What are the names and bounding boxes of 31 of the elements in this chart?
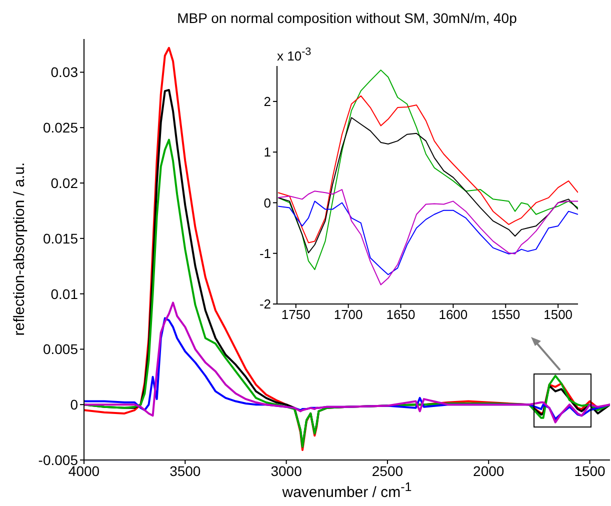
y-tick-label: 0.015 <box>42 230 78 246</box>
y-tick-label: 0.025 <box>42 120 78 136</box>
y-tick-label: 0.02 <box>50 174 78 191</box>
line-series <box>278 95 578 244</box>
x-tick-label: 2500 <box>372 462 404 479</box>
y-tick-label: -1 <box>259 246 271 261</box>
line-series <box>278 189 578 286</box>
line-series <box>278 70 578 270</box>
x-tick-label: 1700 <box>334 307 363 322</box>
y-tick-label: 0.005 <box>42 341 78 358</box>
x-tick-label: 1500 <box>544 307 573 322</box>
x-tick-label: 1750 <box>281 307 310 322</box>
x-tick-label: 3500 <box>170 462 201 479</box>
annotation: x 10$^{-3}$ <box>277 46 312 64</box>
chart-title: MBP on normal composition without SM, 30mN/m, 40p <box>176 10 518 26</box>
line-series <box>278 200 578 276</box>
x-tick-label: 1600 <box>438 307 468 322</box>
y-tick-label: 0.03 <box>50 64 78 80</box>
y-tick-label: -2 <box>259 296 271 312</box>
y-tick-label: 0 <box>70 396 78 413</box>
x-tick-label: 1550 <box>491 307 520 322</box>
x-tick-label: 1650 <box>386 307 416 322</box>
y-tick-label: 1 <box>264 144 271 160</box>
x-axis-title: wavenumber / cm$^{-1}$ <box>281 480 413 501</box>
y-tick-label: 2 <box>264 94 271 110</box>
y-tick-label: 0.01 <box>50 286 78 302</box>
x-tick-label: 1500 <box>574 462 606 479</box>
y-tick-label: 0 <box>264 195 271 210</box>
x-tick-label: 2000 <box>473 462 504 479</box>
y-axis-title: reflection-absorption / a.u. <box>11 161 28 338</box>
x-tick-label: 3000 <box>270 462 302 479</box>
